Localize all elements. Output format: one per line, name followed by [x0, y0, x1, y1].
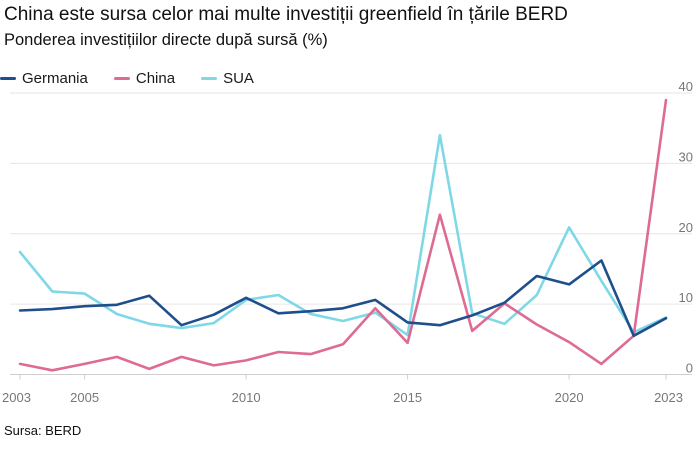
legend-item-china: China: [113, 69, 176, 87]
chart-subtitle: Ponderea investițiilor directe după surs…: [4, 31, 328, 49]
y-tick-label: 10: [679, 290, 693, 305]
x-tick-label: 2003: [2, 390, 31, 405]
series-line-china: [18, 98, 668, 372]
x-tick-label: 2023: [654, 390, 683, 405]
y-tick-label: 40: [679, 79, 693, 94]
legend-label-germania: Germania: [22, 69, 88, 87]
y-tick-label: 0: [686, 361, 693, 376]
series-lines: [18, 98, 668, 372]
legend-label-sua: SUA: [223, 69, 254, 87]
legend: Germania China SUA: [0, 68, 280, 88]
legend-label-china: China: [135, 69, 176, 87]
series-line-germania: [18, 259, 668, 338]
chart-title: China este sursa celor mai multe investi…: [4, 4, 568, 25]
x-tick-label: 2005: [70, 390, 99, 405]
y-tick-label: 30: [679, 149, 693, 164]
x-tick-label: 2010: [232, 390, 261, 405]
y-axis-ticks: 0 10 20 30 40: [679, 79, 693, 376]
x-tick-label: 2015: [393, 390, 422, 405]
legend-item-sua: SUA: [201, 70, 254, 87]
source-note: Sursa: BERD: [4, 423, 82, 438]
legend-swatch-sua: [201, 76, 218, 80]
legend-item-germania: Germania: [0, 70, 88, 87]
y-tick-label: 20: [679, 220, 693, 235]
legend-swatch-germania: [0, 76, 16, 80]
legend-swatch-china: [113, 76, 130, 80]
x-tick-label: 2020: [555, 390, 584, 405]
grid-lines: [10, 92, 692, 375]
x-axis-ticks: 2003 2005 2010 2015 2020 2023: [2, 374, 683, 405]
series-line-sua: [18, 133, 668, 337]
